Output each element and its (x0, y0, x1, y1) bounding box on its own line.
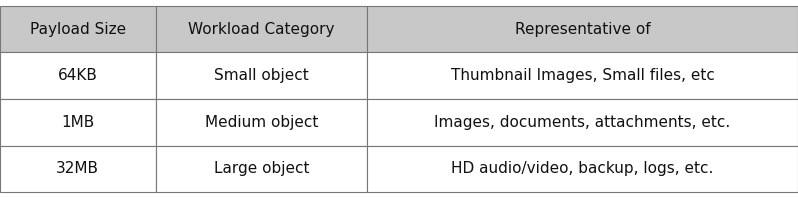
Bar (0, 52, 156, 99)
Bar (156, 146, 367, 192)
Text: Images, documents, attachments, etc.: Images, documents, attachments, etc. (434, 115, 731, 130)
Bar (367, 146, 798, 192)
Text: Large object: Large object (214, 161, 309, 176)
Text: 64KB: 64KB (58, 68, 97, 83)
Bar (0, 146, 156, 192)
Bar (156, 52, 367, 99)
Bar (156, 6, 367, 52)
Text: Payload Size: Payload Size (30, 22, 126, 37)
Text: Representative of: Representative of (515, 22, 650, 37)
Bar (367, 99, 798, 146)
Text: Thumbnail Images, Small files, etc: Thumbnail Images, Small files, etc (451, 68, 714, 83)
Bar (367, 52, 798, 99)
Bar (0, 99, 156, 146)
Text: 32MB: 32MB (57, 161, 99, 176)
Text: HD audio/video, backup, logs, etc.: HD audio/video, backup, logs, etc. (452, 161, 713, 176)
Bar (156, 99, 367, 146)
Text: Small object: Small object (214, 68, 309, 83)
Bar (0, 6, 156, 52)
Text: Medium object: Medium object (204, 115, 318, 130)
Text: Workload Category: Workload Category (188, 22, 334, 37)
Bar (367, 6, 798, 52)
Text: 1MB: 1MB (61, 115, 94, 130)
